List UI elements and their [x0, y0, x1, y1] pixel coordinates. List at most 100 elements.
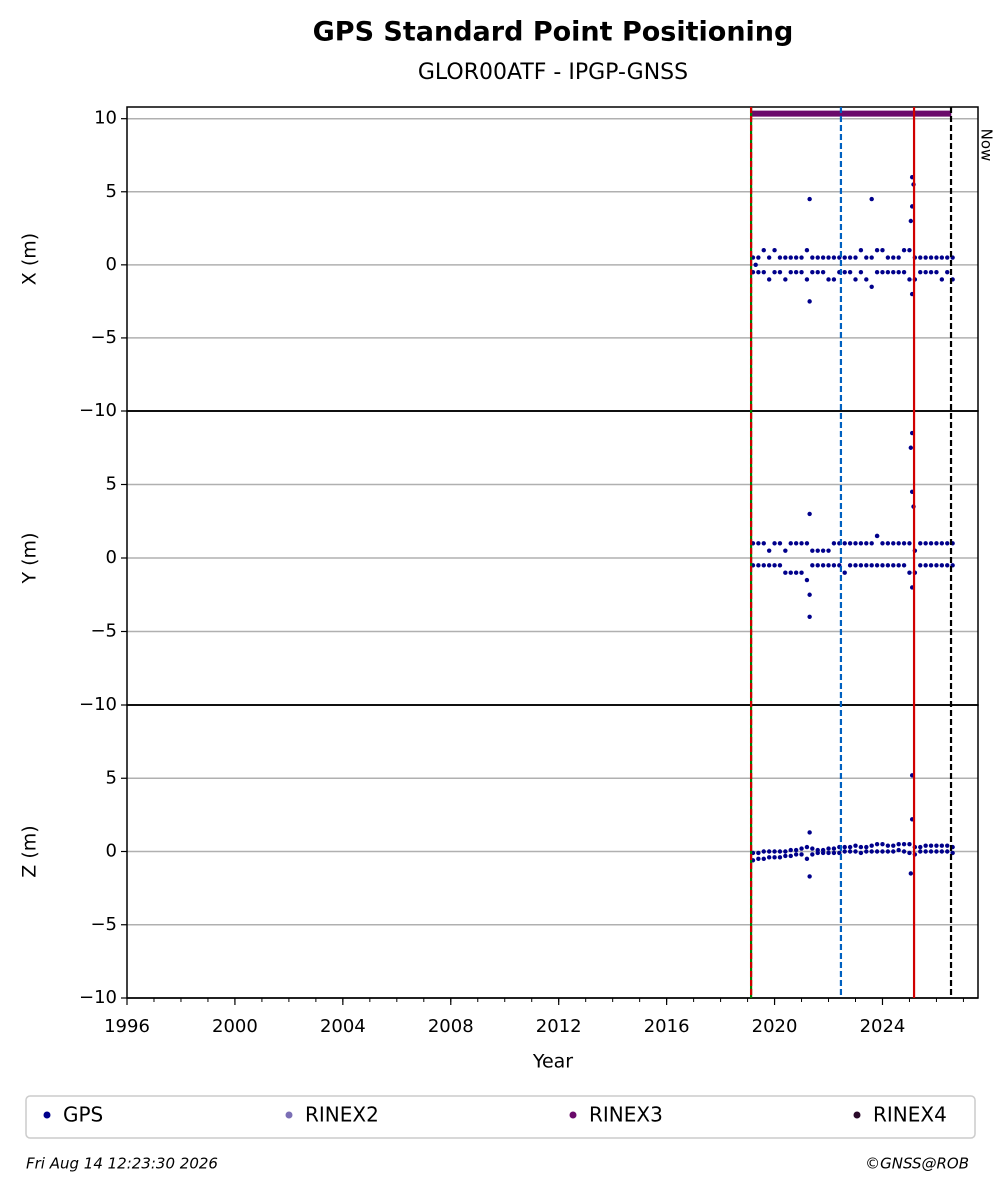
legend-marker: [853, 1111, 861, 1119]
gps-point: [880, 541, 885, 546]
gps-point: [761, 248, 766, 253]
gps-point: [820, 255, 826, 260]
gps-point: [896, 847, 901, 853]
x-tick-label: 2008: [428, 1016, 474, 1037]
gps-point: [756, 255, 761, 260]
gps-point: [901, 849, 907, 854]
x-tick-label: 2016: [644, 1016, 690, 1037]
y-tick-label: 0: [106, 254, 117, 275]
gps-point: [777, 849, 783, 854]
gps-point: [907, 541, 912, 546]
gps-point: [815, 255, 820, 260]
legend-marker: [569, 1111, 577, 1119]
gps-point: [831, 277, 837, 282]
gps-point: [820, 548, 826, 553]
gps-point: [793, 269, 799, 275]
gps-point: [826, 563, 831, 568]
gps-point: [918, 844, 923, 850]
gps-point: [810, 255, 815, 260]
gps-point: [810, 852, 815, 857]
gps-point: [810, 563, 815, 568]
gps-point: [842, 570, 847, 575]
y-tick-label: −5: [90, 914, 117, 935]
y-tick-label: −10: [79, 694, 117, 715]
gps-point: [788, 853, 793, 859]
x-tick-label: 2000: [212, 1016, 258, 1037]
gps-point: [783, 255, 788, 260]
x-tick-label: 2012: [536, 1016, 582, 1037]
gps-point: [831, 563, 837, 568]
gps-point: [853, 255, 858, 260]
y-axis-label: Z (m): [19, 825, 41, 877]
gps-point: [934, 541, 939, 546]
gps-point: [766, 277, 772, 282]
gps-point: [891, 541, 896, 546]
gps-point: [807, 196, 812, 202]
gps-point: [799, 846, 804, 851]
gps-point: [761, 849, 766, 854]
y-tick-label: −10: [79, 400, 117, 421]
gps-point: [842, 849, 847, 854]
x-tick-label: 2020: [752, 1016, 798, 1037]
gps-point: [853, 843, 858, 848]
gps-point: [864, 563, 869, 568]
gps-point: [891, 563, 896, 568]
gps-point: [831, 541, 837, 546]
gps-point: [874, 533, 880, 539]
gps-point: [815, 850, 820, 856]
legend-label: RINEX4: [873, 1103, 947, 1127]
gps-point: [847, 844, 853, 850]
gps-point: [869, 196, 874, 202]
y-tick-label: −5: [90, 621, 117, 642]
gps-point: [945, 849, 950, 854]
gps-point: [804, 248, 810, 253]
gps-point: [756, 269, 761, 275]
gps-point: [945, 541, 950, 546]
gps-point: [804, 541, 810, 546]
gps-point: [885, 269, 891, 275]
y-tick-label: −5: [90, 327, 117, 348]
gps-point: [799, 255, 804, 260]
gps-point: [788, 570, 793, 575]
gps-point: [772, 563, 777, 568]
gps-point: [896, 841, 901, 847]
gps-point: [896, 255, 901, 260]
chart-subtitle: GLOR00ATF - IPGP-GNSS: [418, 60, 688, 85]
y-tick-label: 0: [106, 841, 117, 862]
gps-point: [918, 563, 923, 568]
gps-point: [772, 541, 777, 546]
gps-point: [939, 849, 945, 854]
gps-point: [885, 563, 891, 568]
y-tick-label: 10: [94, 108, 117, 129]
gps-point: [847, 541, 853, 546]
panel-frame: [126, 704, 979, 999]
gps-point: [885, 843, 891, 848]
legend-marker: [285, 1111, 293, 1119]
chart-title: GPS Standard Point Positioning: [313, 17, 794, 48]
gps-point: [880, 841, 885, 847]
gps-point: [918, 255, 923, 260]
gps-point: [807, 299, 812, 304]
gps-point: [901, 248, 907, 253]
gps-point: [869, 541, 874, 546]
gps-point: [918, 541, 923, 546]
gps-point: [847, 849, 853, 854]
gps-point: [799, 852, 804, 857]
gps-point: [761, 541, 766, 546]
gps-point: [777, 269, 783, 275]
gps-point: [880, 269, 885, 275]
gps-point: [815, 269, 820, 275]
gps-point: [766, 849, 772, 854]
gps-point: [885, 541, 891, 546]
gps-point: [783, 853, 788, 859]
gps-point: [772, 269, 777, 275]
gps-point: [815, 563, 820, 568]
gps-point: [761, 269, 766, 275]
y-tick-label: 0: [106, 547, 117, 568]
gps-point: [891, 849, 896, 854]
gps-point: [761, 856, 766, 862]
footer-date: Fri Aug 14 12:23:30 2026: [26, 1155, 218, 1173]
gps-point: [907, 841, 912, 847]
gps-point: [766, 563, 772, 568]
